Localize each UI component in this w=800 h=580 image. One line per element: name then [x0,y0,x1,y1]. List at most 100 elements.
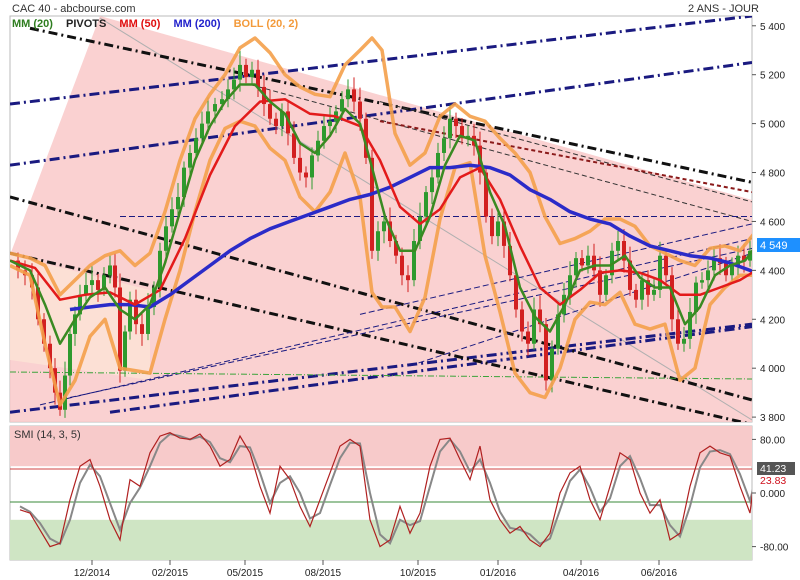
candle-body [238,64,242,80]
candle-body [36,287,40,320]
last-price-label: 4 549 [760,240,788,252]
candle-body [502,221,506,246]
candle-body [742,255,746,261]
trendline-6 [10,251,749,422]
candle-body [78,294,82,315]
candle-body [206,111,210,124]
trendline-14 [379,120,752,194]
candle-body [676,319,680,344]
candle-body [352,89,356,102]
candle-body [532,309,536,344]
last-price-badge [757,238,800,252]
candle-body [496,221,500,237]
smi-y-axis: 80.00 0.000 -80.00 [752,435,789,554]
smi-main-line [19,432,752,548]
candle-body [592,255,596,271]
candle-body [84,285,88,295]
price-y-axis: 5 400 5 200 5 000 4 800 4 600 4 400 4 200 4 000… [752,22,785,424]
trendline-7 [379,101,752,203]
candle-body [346,89,350,100]
candle-body [118,287,122,371]
date-tick-label: 12/2014 [74,568,111,579]
smi-signal-line [19,432,752,546]
date-tick-label: 06/2016 [641,568,678,579]
trendline-5 [10,195,752,402]
smi-oversold-zone [10,519,752,560]
candle-body [460,126,464,139]
candle-body [550,348,554,381]
trendline-8 [249,83,752,222]
candle-body [730,265,734,276]
smi-tick-label: -80.00 [760,543,789,554]
candle-body [688,311,692,339]
trendline-1 [10,60,752,167]
candle-body [370,157,374,251]
support-line-4000 [10,371,752,380]
candle-body [140,324,144,334]
candle-body [454,118,458,127]
candle-body [706,270,710,281]
bollinger-lower-band [10,119,752,407]
candle-body [628,260,632,290]
smi-tick-label: 0.000 [760,489,785,500]
price-tick-label: 3 800 [760,413,785,424]
price-panel: 5 400 5 200 5 000 4 800 4 600 4 400 4 200 4 000… [9,15,800,424]
candle-body [670,275,674,320]
candle-body [164,226,168,251]
candle-body [682,338,686,344]
candle-body [382,221,386,232]
candle-body [418,216,422,242]
candle-body [220,99,224,105]
candle-body [406,275,410,281]
candle-body [298,157,302,173]
candle-body [466,135,470,139]
smi-overbought-zone [10,426,752,467]
smi-title: SMI (14, 3, 5) [14,429,81,441]
candle-body [712,258,716,271]
date-x-axis: 12/2014 02/2015 05/2015 08/2015 10/2015 01/20… [74,560,678,579]
candle-body [274,118,278,127]
candle-body [424,192,428,217]
candle-body [700,280,704,283]
trendline-0 [10,16,752,106]
price-tick-label: 5 200 [760,71,785,82]
smi-panel: SMI (14, 3, 5) 80.00 0.000 -80.00 41.23 23… [9,425,795,561]
candle-body [358,101,362,119]
moving-average-200-line [69,163,752,312]
candle-body [244,64,248,78]
chart-title: CAC 40 - abcbourse.com [12,3,136,15]
candle-body [182,167,186,197]
candle-body [376,231,380,251]
legend-mm20: MM (20) [12,18,53,30]
candle-body [400,255,404,276]
candle-body [73,314,77,334]
candle-body [694,282,698,312]
date-tick-label: 01/2016 [480,568,517,579]
candlesticks [16,50,752,418]
candle-body [658,255,662,290]
candle-body [484,172,488,217]
price-tick-label: 4 400 [760,266,785,277]
price-tick-label: 4 200 [760,315,785,326]
candle-body [556,314,560,349]
candle-body [176,196,180,210]
candle-body [544,324,548,381]
candle-body [328,121,332,127]
bollinger-upper-band [10,36,752,297]
candle-body [280,111,284,127]
candle-body [586,255,590,266]
candle-body [158,250,162,288]
candle-body [188,152,192,168]
candle-body [213,104,217,112]
candle-body [436,152,440,178]
smi-last-value-badge [757,462,795,475]
date-tick-label: 10/2015 [400,568,437,579]
candle-body [412,241,416,281]
candle-body [146,307,150,334]
trendline-2 [10,322,752,414]
candle-body [96,280,100,290]
candle-body [634,289,638,300]
candle-body [90,280,94,286]
candle-body [292,133,296,158]
